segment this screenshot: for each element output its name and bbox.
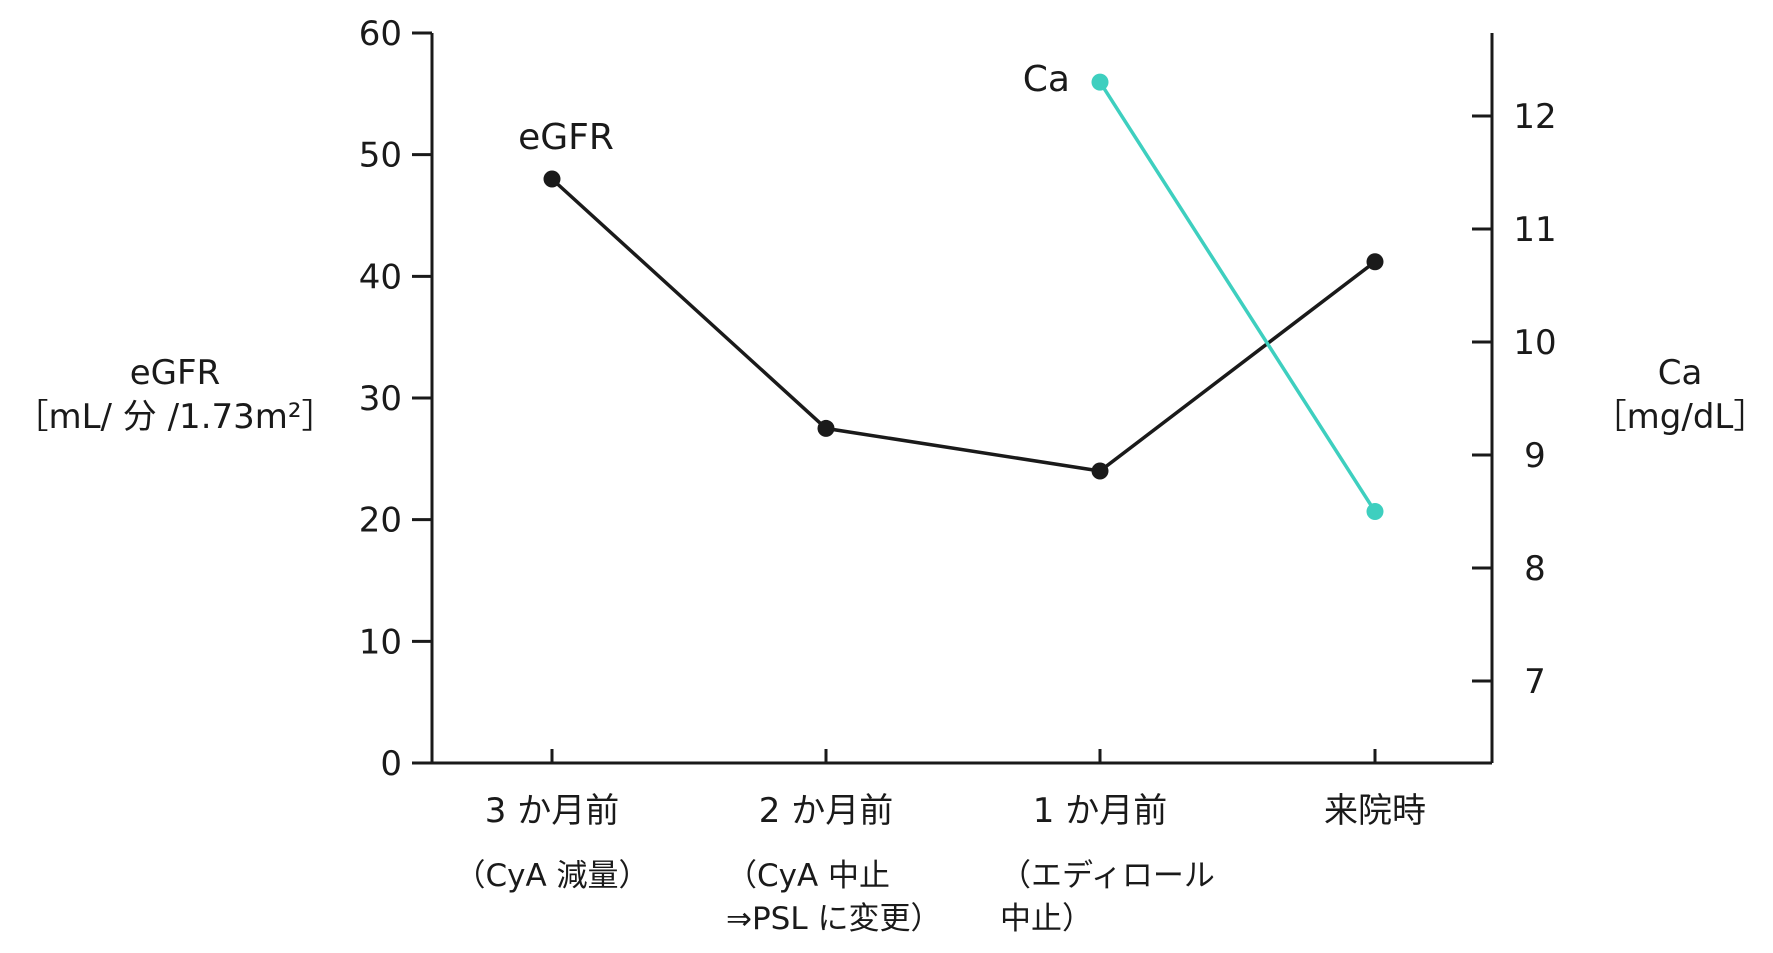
- left-axis-tick-label: 10: [359, 622, 402, 662]
- x-axis-category-note: ⇒PSL に変更）: [726, 901, 941, 937]
- series-label-ca: Ca: [1023, 59, 1070, 100]
- x-axis-category-label: 来院時: [1324, 791, 1426, 831]
- right-axis-title: ［mg/dL］: [1593, 397, 1768, 437]
- left-axis-tick-label: 30: [359, 379, 402, 419]
- x-axis-category-note: （エディロール: [1000, 858, 1215, 894]
- data-point-egfr: [543, 170, 561, 188]
- right-axis-tick-label: 10: [1513, 323, 1556, 363]
- data-point-egfr: [817, 419, 835, 437]
- x-axis-category-note: 中止）: [1000, 901, 1093, 937]
- x-axis-category-label: 2 か月前: [759, 791, 893, 831]
- left-axis-tick-label: 0: [380, 744, 402, 784]
- right-axis-tick-label: 9: [1524, 436, 1546, 476]
- left-axis-tick-label: 20: [359, 501, 402, 541]
- right-axis-title: Ca: [1658, 353, 1703, 393]
- data-point-egfr: [1091, 462, 1109, 480]
- series-line-egfr: [550, 177, 1377, 473]
- right-axis-tick-label: 11: [1513, 210, 1556, 250]
- left-axis-title: eGFR: [130, 353, 220, 393]
- data-point-ca: [1091, 73, 1109, 91]
- left-axis-title: ［mL/ 分 /1.73m²］: [14, 397, 335, 437]
- x-axis-category-note: （CyA 減量）: [454, 858, 649, 894]
- series-label-egfr: eGFR: [518, 117, 614, 158]
- data-point-egfr: [1366, 253, 1384, 271]
- x-axis-category-label: 3 か月前: [485, 791, 619, 831]
- data-point-ca: [1366, 503, 1384, 520]
- left-axis-tick-label: 50: [359, 136, 402, 176]
- x-axis-category-note: （CyA 中止: [726, 858, 890, 894]
- left-axis-tick-label: 40: [359, 257, 402, 297]
- series-line-ca: [1098, 81, 1377, 513]
- right-axis-tick-label: 8: [1524, 549, 1546, 589]
- right-axis-tick-label: 12: [1513, 97, 1556, 137]
- left-axis-tick-label: 60: [359, 14, 402, 54]
- x-axis-category-label: 1 か月前: [1033, 791, 1167, 831]
- right-axis-tick-label: 7: [1524, 662, 1546, 702]
